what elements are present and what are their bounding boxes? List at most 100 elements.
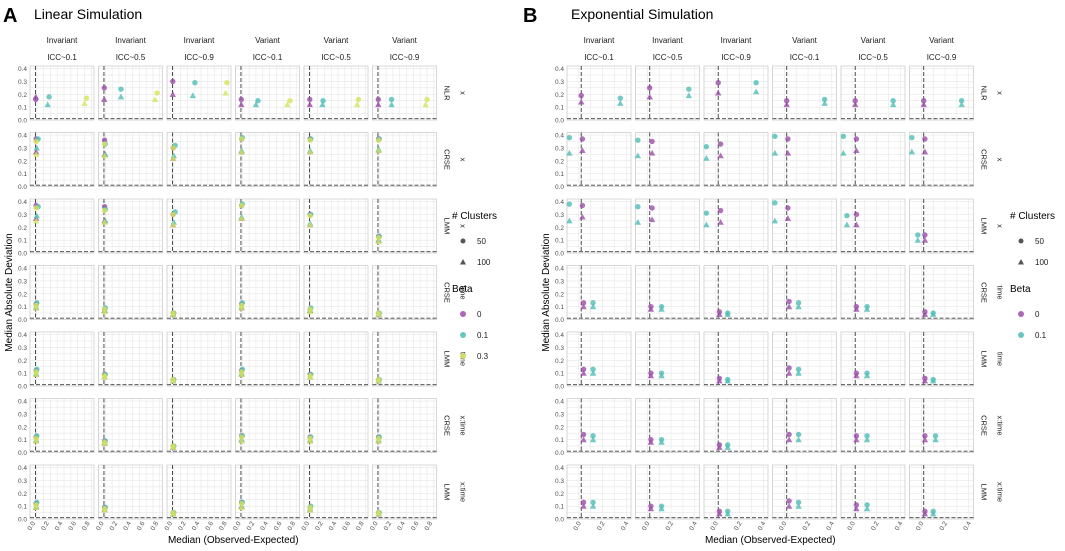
data-point-clusters-100	[353, 101, 361, 108]
data-point-clusters-50	[320, 98, 326, 104]
facet-panel	[98, 265, 163, 320]
data-point-clusters-100	[589, 303, 597, 310]
data-point-clusters-50	[784, 98, 790, 104]
panel-background	[841, 398, 905, 453]
data-point-clusters-50	[617, 95, 624, 101]
data-point-clusters-100	[617, 100, 624, 106]
facet-panel: 0.0 0.2 0.4 0.6 0.8	[232, 464, 300, 532]
panel-border	[166, 198, 232, 254]
legend-beta-swatch	[1018, 332, 1024, 338]
data-point-clusters-50	[785, 205, 791, 211]
facet-panel	[98, 331, 163, 387]
facet-panel: 0.0 0.2 0.4	[909, 464, 974, 532]
data-point-clusters-100	[647, 306, 655, 312]
legend-beta-swatch	[460, 353, 466, 359]
column-strip-top: Variant	[392, 36, 418, 45]
data-point-clusters-100	[930, 311, 937, 317]
y-tick-label: 0.2	[18, 225, 27, 232]
x-tick-label: 0.0	[27, 520, 38, 532]
data-point-clusters-50	[101, 207, 108, 214]
data-point-clusters-50	[715, 80, 721, 86]
data-point-clusters-100	[388, 101, 395, 108]
data-point-clusters-50	[635, 204, 641, 210]
facet-panel	[303, 398, 369, 453]
data-point-clusters-100	[306, 308, 314, 315]
column-strip-bottom: ICC~0.9	[927, 53, 957, 62]
data-point-clusters-50	[388, 96, 395, 103]
x-tick-label: 0.4	[894, 520, 905, 532]
y-tick-label: 0.3	[555, 212, 564, 219]
panel-background	[635, 66, 700, 120]
column-strip-top: Invariant	[47, 36, 78, 45]
x-tick-label: 0.2	[939, 520, 950, 532]
facet-panel: 0.0 0.1 0.2 0.3 0.4	[18, 132, 95, 191]
data-point-clusters-100	[238, 304, 245, 311]
x-axis-title: Median (Observed-Expected)	[705, 535, 836, 546]
x-tick-label: 0.0	[164, 520, 175, 532]
facet-panel: 0.0 0.1 0.2 0.3 0.4 0.0 0.2 0.4	[555, 464, 632, 532]
data-point-clusters-100	[189, 92, 197, 99]
y-tick-label: 0.0	[18, 184, 27, 191]
data-point-clusters-50	[772, 200, 778, 206]
row-strip-top: CRSE	[443, 149, 452, 170]
data-point-clusters-100	[580, 369, 587, 376]
panel-border	[235, 331, 300, 387]
row-strip-top: LMM	[443, 351, 452, 368]
data-point-clusters-100	[784, 149, 792, 156]
panel-border	[98, 132, 163, 187]
panel-border	[303, 132, 369, 187]
data-point-clusters-100	[589, 369, 597, 376]
y-tick-label: 0.4	[555, 133, 564, 140]
y-tick-label: 0.0	[18, 517, 27, 524]
panel-border	[29, 265, 95, 320]
panel-letter: B	[523, 5, 537, 27]
y-tick-label: 0.1	[555, 504, 564, 511]
facet-panel	[635, 265, 700, 320]
y-tick-label: 0.2	[18, 424, 27, 431]
facet-panel	[235, 65, 300, 121]
y-tick-label: 0.4	[18, 332, 27, 339]
panel-background	[704, 265, 768, 320]
facet-panel: 0.0 0.1 0.2 0.3 0.4	[18, 398, 95, 457]
data-point-clusters-100	[375, 311, 382, 317]
panel-border	[372, 132, 437, 187]
data-point-clusters-50	[580, 431, 587, 438]
panel-background	[772, 265, 837, 320]
data-point-clusters-100	[785, 502, 793, 509]
x-tick-label: 0.6	[67, 520, 78, 532]
data-point-clusters-50	[33, 138, 39, 145]
column-strip-top: Invariant	[115, 36, 146, 45]
data-point-clusters-100	[921, 236, 929, 243]
panel-border	[909, 398, 974, 453]
facet-panel	[98, 398, 163, 453]
y-tick-label: 0.1	[555, 105, 564, 112]
data-point-clusters-100	[101, 308, 108, 315]
panel-border	[372, 464, 437, 520]
data-point-clusters-50	[649, 138, 655, 145]
data-point-clusters-50	[922, 136, 928, 142]
data-point-clusters-50	[238, 96, 244, 103]
y-tick-label: 0.0	[555, 450, 564, 457]
x-tick-label: 0.6	[136, 520, 147, 532]
data-point-clusters-50	[590, 433, 596, 439]
legend-clusters-label: 50	[477, 237, 486, 246]
panel-background	[909, 66, 974, 120]
facet-panel	[303, 65, 369, 121]
x-tick-label: 0.8	[355, 520, 366, 532]
x-tick-label: 0.8	[287, 520, 298, 532]
facet-panel	[235, 198, 300, 254]
y-tick-label: 0.4	[555, 266, 564, 273]
y-tick-label: 0.0	[18, 384, 27, 391]
panel-border	[29, 464, 95, 520]
row-strip-top: CRSE	[443, 282, 452, 303]
data-point-clusters-100	[920, 101, 927, 108]
panel-background	[841, 265, 905, 320]
facet-panel: 0.00.10.20.30.40.0 0.2 0.4 0.6 0.8	[18, 464, 95, 532]
data-point-clusters-100	[579, 147, 586, 154]
data-point-clusters-50	[101, 141, 108, 147]
y-tick-label: 0.3	[555, 345, 564, 352]
panel-border	[372, 398, 437, 453]
legend-triangle-icon	[460, 259, 466, 265]
facet-panel	[840, 65, 906, 121]
x-tick-label: 0.0	[232, 520, 243, 532]
